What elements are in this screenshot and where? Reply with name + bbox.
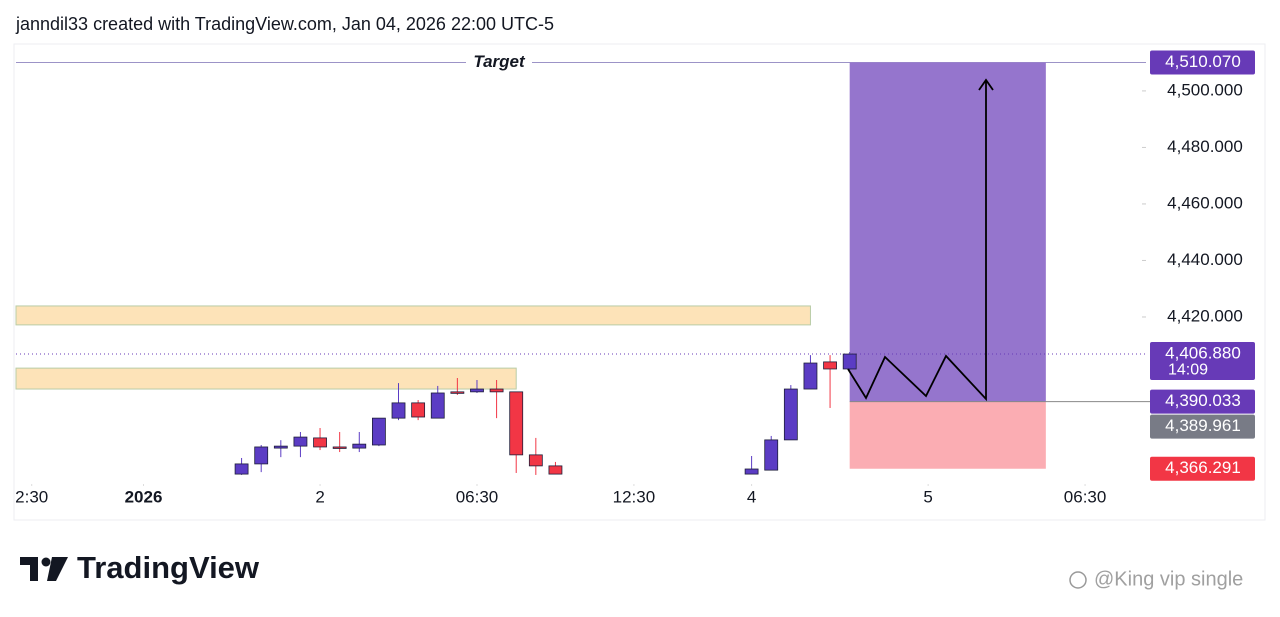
candle-body	[823, 361, 837, 370]
candle-body	[489, 388, 504, 393]
x-tick-label: 5	[923, 487, 932, 506]
logo-shape	[47, 557, 68, 581]
candle-body	[430, 392, 445, 419]
candle-body	[313, 437, 327, 448]
candle-body	[273, 445, 288, 449]
price-label: 4,406.880	[1165, 344, 1241, 363]
price-label-bg	[1150, 389, 1255, 414]
candle-body	[803, 362, 818, 390]
x-tick-label: 06:30	[456, 487, 499, 506]
target-label-bg	[466, 51, 532, 74]
candle-body	[391, 402, 406, 419]
candle-body	[509, 391, 524, 456]
price-label: 4,389.961	[1165, 416, 1241, 435]
brand-name: TradingView	[77, 550, 260, 585]
brand-logo	[20, 557, 68, 581]
candle-body	[293, 436, 308, 447]
profit-zone	[849, 62, 1046, 402]
y-tick-label: 4,420.000	[1167, 306, 1243, 325]
price-label-bg	[1150, 50, 1255, 75]
candle-body	[332, 446, 347, 449]
candle-body	[548, 465, 563, 475]
x-tick-label: 4	[747, 487, 756, 506]
price-label-bg	[1150, 414, 1255, 439]
y-tick-label: 4,500.000	[1167, 80, 1243, 99]
candle-body	[352, 443, 367, 449]
watermark-icon	[1069, 571, 1087, 589]
candle-body	[783, 388, 798, 441]
y-tick-label: 4,440.000	[1167, 250, 1243, 269]
candle-body	[744, 468, 759, 475]
target-label: Target	[473, 52, 526, 71]
logo-shape	[41, 557, 51, 567]
watermark: @King vip single	[1094, 568, 1243, 590]
price-countdown: 14:09	[1168, 361, 1208, 378]
candle-body	[411, 402, 426, 418]
price-label-bg	[1150, 342, 1255, 381]
y-tick-label: 4,480.000	[1167, 137, 1243, 156]
zone	[15, 367, 517, 390]
chart-frame	[13, 43, 1266, 521]
candle-body	[470, 388, 484, 393]
x-tick-label: 2:30	[15, 487, 48, 506]
zone	[15, 305, 811, 326]
candle-body	[450, 391, 465, 394]
candle-body	[764, 439, 779, 471]
candle-body	[842, 353, 857, 370]
candle-body	[234, 463, 249, 475]
price-label: 4,366.291	[1165, 458, 1241, 477]
x-tick-label: 2	[315, 487, 324, 506]
candle-body	[371, 417, 386, 446]
price-label: 4,510.070	[1165, 52, 1241, 71]
x-tick-label: 2026	[125, 487, 163, 506]
price-label: 4,390.033	[1165, 391, 1241, 410]
loss-zone	[849, 401, 1046, 469]
projection-path	[847, 78, 994, 402]
candle-body	[254, 446, 269, 465]
logo-shape	[20, 557, 38, 581]
price-label-bg	[1150, 456, 1255, 481]
candle-body	[528, 454, 543, 467]
y-tick-label: 4,460.000	[1167, 193, 1243, 212]
header: janndil33 created with TradingView.com, …	[16, 14, 554, 34]
x-tick-label: 12:30	[613, 487, 656, 506]
x-tick-label: 06:30	[1064, 487, 1107, 506]
